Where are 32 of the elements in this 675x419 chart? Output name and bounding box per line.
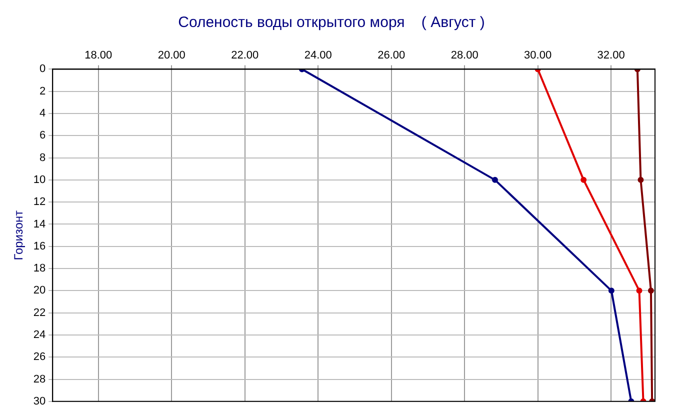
x-tick-label: 26.00 <box>378 50 406 62</box>
y-tick-label: 14 <box>33 218 46 230</box>
point <box>636 288 642 294</box>
x-tick-label: 30.00 <box>524 50 552 62</box>
x-tick-label: 32.00 <box>597 50 625 62</box>
y-tick-label: 18 <box>33 262 46 275</box>
y-tick-label: 28 <box>33 373 46 386</box>
y-tick-label: 0 <box>40 63 46 76</box>
point <box>492 176 498 183</box>
x-tick-label: 20.00 <box>158 50 186 62</box>
x-tick-label: 24.00 <box>304 50 332 62</box>
y-tick-label: 2 <box>40 85 46 98</box>
y-tick-label: 8 <box>40 152 46 164</box>
point <box>648 288 654 294</box>
y-tick-label: 26 <box>33 351 46 364</box>
y-tick-label: 10 <box>33 174 46 186</box>
chart-title: Соленость воды открытого моря ( Август ) <box>178 14 485 32</box>
y-tick-label: 20 <box>33 284 46 297</box>
y-tick-label: 24 <box>33 328 46 341</box>
point <box>608 288 614 294</box>
point <box>638 176 644 183</box>
y-tick-label: 16 <box>33 240 46 252</box>
y-tick-label: 12 <box>33 196 46 208</box>
y-tick-label: 6 <box>40 130 46 142</box>
point <box>580 176 587 183</box>
y-tick-label: 4 <box>40 108 46 120</box>
y-axis-title: Горизонт <box>12 210 26 260</box>
y-tick-label: 30 <box>33 395 46 408</box>
y-tick-label: 22 <box>33 306 46 319</box>
x-tick-label: 22.00 <box>231 50 259 62</box>
x-tick-label: 28.00 <box>450 50 478 62</box>
x-tick-label: 18.00 <box>84 50 112 62</box>
